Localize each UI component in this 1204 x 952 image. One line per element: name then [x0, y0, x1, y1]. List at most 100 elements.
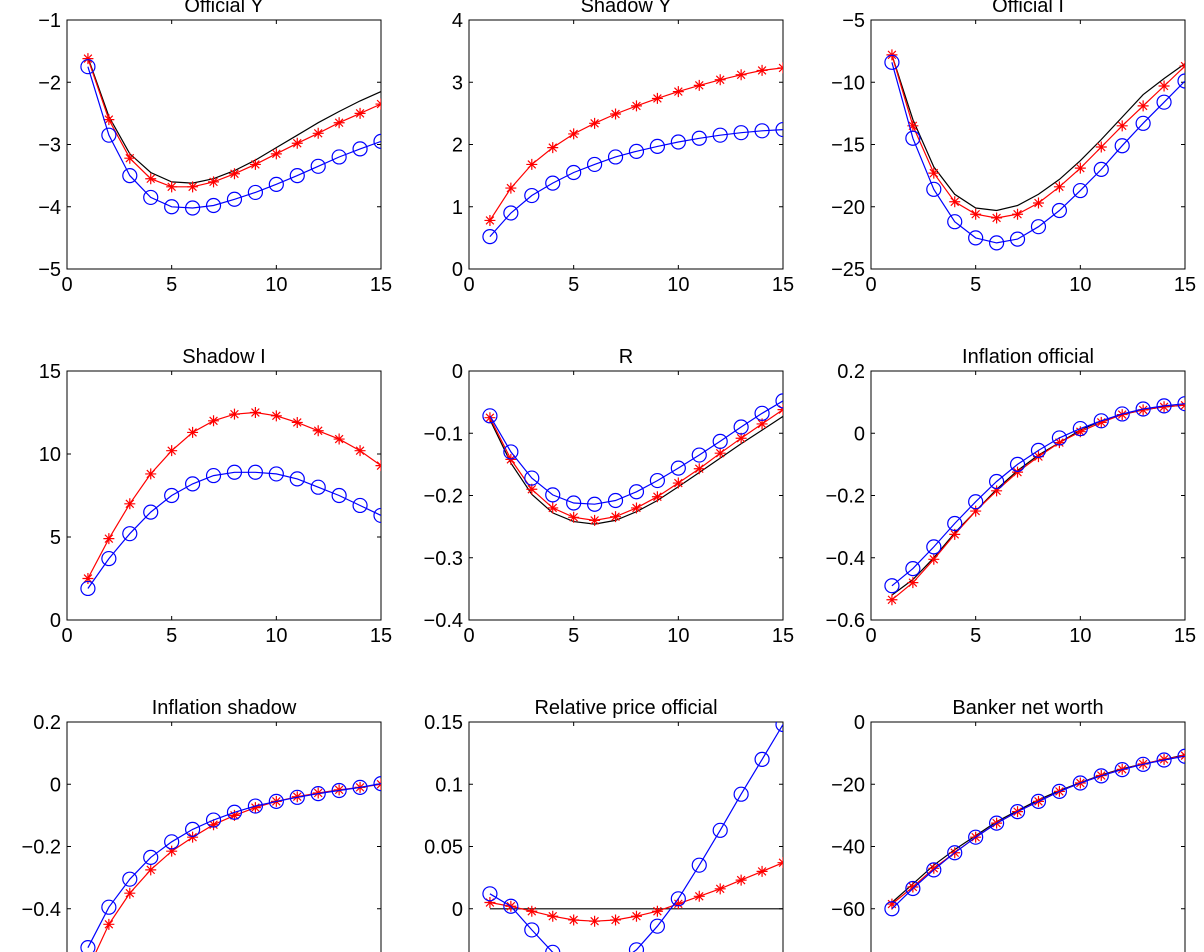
data-point-circle — [947, 214, 963, 230]
data-point-circle — [968, 829, 984, 845]
data-point-circle — [185, 476, 201, 492]
data-point-star — [672, 477, 684, 489]
data-point-circle — [503, 444, 519, 460]
axes-box — [66, 721, 382, 952]
data-point-star — [630, 100, 642, 112]
data-point-circle — [628, 143, 645, 159]
series-line — [891, 54, 1185, 212]
data-point-circle — [373, 507, 381, 524]
data-point-star — [907, 120, 919, 132]
data-point-circle — [524, 187, 540, 204]
data-point-circle — [205, 467, 222, 484]
data-point-circle — [101, 899, 117, 915]
data-point-star — [928, 862, 940, 874]
data-point-circle — [205, 197, 222, 214]
data-point-star — [547, 502, 559, 514]
y-tick-label: 0.15 — [424, 712, 463, 734]
y-tick-label: −0.1 — [424, 423, 463, 445]
data-point-star — [166, 181, 178, 193]
data-point-star — [693, 463, 705, 475]
axes-box — [468, 370, 784, 621]
data-point-star — [354, 445, 366, 457]
series-line — [489, 724, 783, 952]
x-tick-label: 10 — [1069, 625, 1091, 647]
plot-area — [80, 53, 381, 216]
data-point-circle — [733, 125, 749, 141]
data-point-star — [589, 915, 601, 927]
y-tick-label: 4 — [452, 10, 463, 32]
data-point-star — [756, 865, 768, 877]
data-point-star — [208, 415, 220, 427]
data-point-star — [1012, 208, 1024, 220]
y-tick-label: 0 — [854, 712, 865, 734]
data-point-circle — [1156, 752, 1172, 768]
data-point-star — [103, 114, 115, 126]
data-point-circle — [712, 822, 728, 838]
data-point-star — [1158, 753, 1170, 765]
y-tick-label: 10 — [39, 444, 61, 466]
data-point-star — [1053, 181, 1065, 193]
data-point-star — [1032, 197, 1044, 209]
data-point-circle — [1072, 420, 1088, 437]
x-tick-label: 10 — [1069, 274, 1091, 296]
y-tick-label: 0.1 — [435, 774, 463, 796]
data-point-circle — [331, 782, 347, 799]
y-tick-label: −20 — [831, 774, 865, 796]
data-point-star — [145, 468, 157, 480]
data-point-circle — [968, 230, 984, 246]
data-point-star — [714, 883, 726, 895]
data-point-circle — [1009, 456, 1026, 472]
data-point-circle — [586, 496, 603, 512]
y-tick-label: 1 — [452, 197, 463, 219]
data-point-circle — [1156, 94, 1172, 110]
data-point-star — [333, 433, 345, 445]
y-tick-label: 0.2 — [837, 361, 865, 383]
data-point-circle — [545, 175, 561, 191]
data-point-circle — [268, 793, 284, 809]
data-point-star — [991, 485, 1003, 497]
data-point-circle — [884, 578, 900, 594]
data-point-circle — [1177, 748, 1185, 764]
data-point-star — [333, 117, 345, 129]
y-tick-label: −0.6 — [826, 610, 865, 632]
data-point-circle — [754, 751, 770, 767]
data-point-circle — [691, 857, 707, 873]
data-point-circle — [968, 494, 984, 510]
axes-box — [66, 370, 382, 621]
data-point-star — [672, 86, 684, 98]
chart-panel: R 0 5 10 15 −0.4 −0.3 −0.2 −0.1 0 — [424, 346, 795, 647]
data-point-star — [1179, 750, 1185, 762]
data-point-circle — [1114, 138, 1130, 154]
data-point-circle — [1051, 783, 1068, 800]
data-point-star — [1179, 60, 1185, 72]
data-point-circle — [988, 473, 1005, 490]
y-tick-label: −2 — [38, 72, 61, 94]
data-point-circle — [185, 821, 201, 837]
data-point-star — [124, 887, 136, 899]
data-point-star — [124, 152, 136, 164]
data-point-star — [756, 418, 768, 430]
data-point-circle — [80, 580, 96, 597]
data-point-star — [82, 53, 94, 65]
data-point-star — [484, 214, 496, 226]
data-point-star — [714, 447, 726, 459]
data-point-circle — [352, 497, 368, 514]
data-point-star — [693, 890, 705, 902]
chart-title: Relative price official — [534, 697, 717, 719]
data-point-circle — [122, 526, 138, 542]
data-point-circle — [733, 419, 749, 435]
data-point-star — [1137, 404, 1149, 416]
x-tick-label: 5 — [166, 274, 177, 296]
y-tick-label: 0.2 — [33, 712, 61, 734]
data-point-circle — [1156, 398, 1172, 414]
data-point-circle — [226, 804, 243, 820]
data-point-circle — [331, 487, 347, 504]
data-point-star — [228, 408, 240, 420]
data-point-circle — [988, 235, 1005, 251]
data-point-circle — [566, 164, 582, 181]
data-point-star — [610, 511, 622, 523]
data-point-circle — [80, 940, 96, 952]
data-point-circle — [1135, 756, 1151, 772]
chart-panel: Inflation official 0 5 10 15 −0.6 −0.4 −0.2 0 0.2 — [826, 346, 1197, 647]
data-point-circle — [503, 898, 519, 914]
